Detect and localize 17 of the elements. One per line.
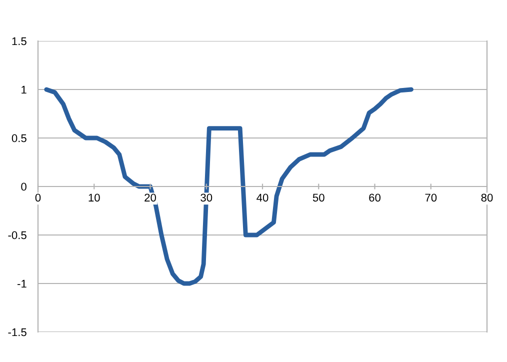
y-tick-label: -1.5 (8, 328, 26, 336)
y-tick-label: -1 (18, 280, 26, 288)
y-tick-label: 0 (21, 182, 26, 191)
line-series (44, 87, 414, 286)
x-tick-label: 30 (200, 194, 212, 202)
x-tick-label: 50 (312, 194, 324, 202)
x-tick-label: 70 (425, 194, 437, 202)
y-tick-label: -0.5 (8, 231, 26, 240)
x-tick-label: 0 (35, 194, 41, 202)
x-tick-label: 80 (481, 194, 493, 202)
y-tick-label: 1.5 (12, 37, 26, 46)
y-tick-label: 0.5 (12, 134, 26, 142)
x-tick-label: 20 (144, 194, 156, 202)
x-tick-label: 40 (256, 194, 268, 202)
x-tick-label: 10 (88, 194, 100, 202)
x-tick-label: 60 (369, 194, 380, 202)
y-tick-label: 1 (22, 86, 26, 94)
